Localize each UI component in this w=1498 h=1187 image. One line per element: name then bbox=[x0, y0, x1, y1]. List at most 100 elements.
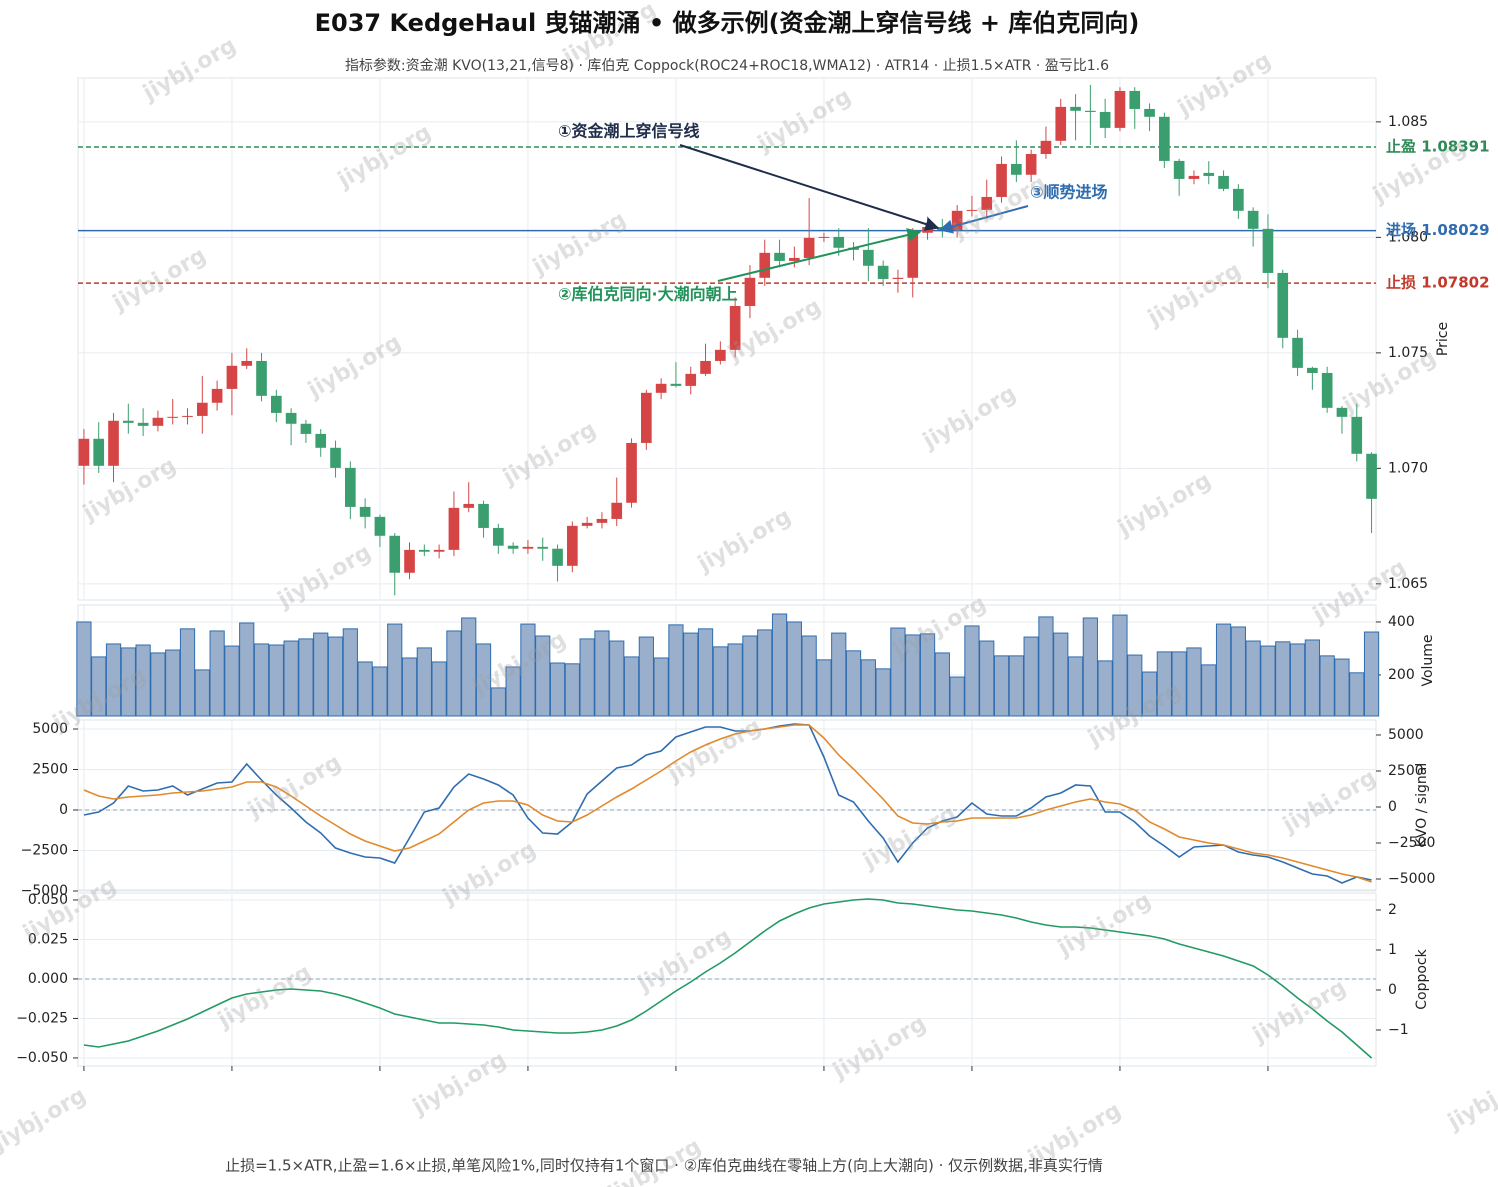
candle-body bbox=[1085, 110, 1096, 112]
candle-body bbox=[330, 447, 341, 468]
volume-bar bbox=[638, 636, 654, 717]
candle-body bbox=[1129, 90, 1141, 109]
volume-bar bbox=[1289, 643, 1306, 717]
candle-body bbox=[256, 360, 267, 396]
y-tick-label: 0.050 bbox=[28, 892, 68, 908]
volume-bar bbox=[1156, 651, 1172, 717]
y-tick-label: 2 bbox=[1388, 902, 1397, 918]
watermark: jiybj.org bbox=[1278, 765, 1380, 839]
series-line bbox=[83, 898, 1373, 1059]
footnote: 止损=1.5×ATR,止盈=1.6×止损,单笔风险1%,同时仅持有1个窗口 · … bbox=[225, 1157, 1103, 1175]
volume-bar bbox=[150, 652, 166, 717]
candle-body bbox=[389, 535, 401, 573]
volume-bar bbox=[1112, 614, 1128, 717]
volume-bar bbox=[1260, 645, 1276, 717]
volume-bar bbox=[431, 661, 447, 717]
candle-body bbox=[596, 518, 608, 523]
candle-body bbox=[892, 277, 904, 279]
volume-bar bbox=[786, 621, 802, 717]
volume-bar bbox=[327, 636, 344, 717]
candle-body bbox=[522, 546, 534, 549]
candle-body bbox=[1070, 106, 1081, 111]
candle-body bbox=[1366, 453, 1377, 499]
volume-bar bbox=[771, 613, 788, 717]
watermark: jiybj.org bbox=[273, 540, 375, 614]
candle-body bbox=[715, 349, 726, 361]
volume-bar bbox=[653, 657, 669, 717]
watermark: jiybj.org bbox=[693, 504, 795, 578]
candle-body bbox=[789, 257, 800, 261]
chart-title: E037 KedgeHaul 曳锚潮涌 • 做多示例(资金潮上穿信号线 + 库伯… bbox=[315, 9, 1140, 37]
annotation: ①资金潮上穿信号线 bbox=[558, 122, 700, 141]
watermark: jiybj.org bbox=[303, 330, 405, 404]
candle-body bbox=[1040, 140, 1052, 154]
candle-body bbox=[448, 507, 460, 550]
candle-body bbox=[1055, 106, 1067, 141]
watermark: jiybj.org bbox=[918, 381, 1020, 455]
annotation: ②库伯克同向·大潮向朝上 bbox=[558, 285, 738, 304]
candle-body bbox=[1336, 407, 1348, 417]
volume-bar bbox=[1215, 623, 1232, 717]
volume-bar bbox=[964, 625, 980, 717]
candle-body bbox=[626, 442, 637, 503]
watermark: jiybj.org bbox=[1443, 1062, 1498, 1136]
candle-body bbox=[685, 373, 697, 386]
volume-bar bbox=[1008, 655, 1024, 717]
y-axis-label: Coppock bbox=[1414, 948, 1430, 1009]
watermark: jiybj.org bbox=[663, 714, 765, 788]
volume-bar bbox=[949, 676, 965, 717]
watermark: jiybj.org bbox=[1143, 258, 1245, 332]
volume-bar bbox=[1141, 671, 1158, 717]
watermark: jiybj.org bbox=[1248, 975, 1350, 1049]
volume-bar bbox=[446, 630, 462, 717]
watermark: jiybj.org bbox=[858, 801, 960, 875]
candle-body bbox=[433, 549, 445, 552]
watermark: jiybj.org bbox=[0, 1083, 91, 1157]
y-tick-label: −0.025 bbox=[16, 1010, 68, 1026]
y-tick-label: −5000 bbox=[21, 883, 68, 899]
candle-body bbox=[1233, 188, 1244, 211]
candle-body bbox=[241, 360, 253, 366]
y-tick-label: 5000 bbox=[32, 721, 68, 737]
volume-bar bbox=[535, 635, 551, 717]
watermark: jiybj.org bbox=[108, 243, 210, 317]
volume-bar bbox=[831, 632, 847, 717]
candle-body bbox=[1011, 163, 1022, 175]
candle-body bbox=[167, 416, 179, 418]
candle-body bbox=[1114, 90, 1126, 128]
candle-body bbox=[1351, 416, 1363, 454]
watermark: jiybj.org bbox=[498, 417, 600, 491]
volume-bar bbox=[135, 644, 151, 717]
volume-bar bbox=[342, 628, 358, 717]
volume-bar bbox=[816, 659, 832, 717]
volume-bar bbox=[993, 655, 1010, 717]
candle-body bbox=[374, 516, 386, 536]
volume-bar bbox=[91, 656, 107, 717]
candle-body bbox=[981, 196, 993, 210]
candle-body bbox=[122, 420, 134, 423]
candle-body bbox=[833, 236, 845, 248]
series-line bbox=[83, 724, 1372, 883]
candle-body bbox=[152, 417, 164, 426]
y-tick-label: 0.000 bbox=[28, 971, 68, 987]
candle-body bbox=[1307, 367, 1318, 373]
volume-bar bbox=[105, 643, 122, 717]
candle-body bbox=[759, 252, 771, 278]
volume-bar bbox=[387, 623, 403, 717]
y-tick-label: 2500 bbox=[32, 761, 68, 777]
candle-body bbox=[1262, 228, 1274, 273]
volume-bar bbox=[461, 617, 477, 717]
candle-body bbox=[463, 503, 475, 508]
volume-bar bbox=[1038, 616, 1054, 717]
volume-bar bbox=[253, 643, 270, 717]
candle-body bbox=[108, 420, 119, 466]
volume-bar bbox=[609, 640, 625, 717]
volume-bar bbox=[1023, 636, 1039, 717]
volume-bar bbox=[313, 632, 329, 717]
volume-bar bbox=[1275, 641, 1291, 717]
volume-bar bbox=[668, 624, 684, 717]
volume-bar bbox=[1082, 617, 1098, 717]
annotation-arrow bbox=[717, 228, 922, 282]
candle-body bbox=[951, 210, 963, 230]
watermark: jiybj.org bbox=[138, 33, 240, 107]
